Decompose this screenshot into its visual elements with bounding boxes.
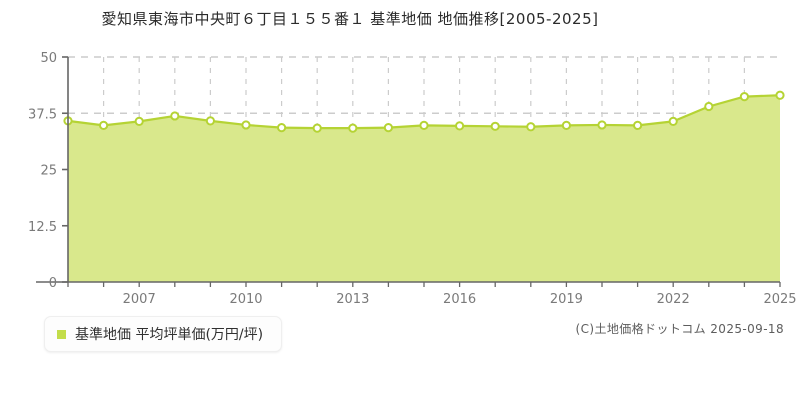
area-fill [68,95,780,282]
legend-label: 基準地価 平均坪単価(万円/坪) [75,327,264,343]
x-tick-label: 2016 [443,292,476,307]
data-point-marker [348,123,358,133]
y-tick-label: 25 [40,164,57,179]
data-point-marker [134,116,144,126]
data-point-marker [668,116,678,126]
data-point-marker [383,123,393,133]
x-tick-label: 2010 [229,292,262,307]
legend-swatch-icon [57,329,66,339]
data-point-marker [739,92,750,102]
data-point-marker [490,121,500,131]
data-point-marker [633,120,643,131]
data-point-marker [704,101,714,112]
y-tick-label: 37.5 [28,107,57,122]
x-tick-label: 2007 [123,292,156,307]
data-point-marker [99,120,109,131]
y-tick-label: 0 [49,276,57,291]
y-tick-label: 50 [40,51,57,66]
y-tick-label: 12.5 [28,220,57,235]
chart-legend: 基準地価 平均坪単価(万円/坪) [44,316,283,352]
x-tick-label: 2025 [763,292,796,307]
data-point-marker [170,111,180,121]
page-title: 愛知県東海市中央町６丁目１５５番１ 基準地価 地価推移[2005-2025] [101,10,599,28]
data-point-marker [526,122,536,132]
data-point-marker [597,120,607,130]
data-point-marker [561,120,572,131]
credit-text: (C)土地価格ドットコム 2025-09-18 [575,322,784,336]
data-point-marker [775,90,785,100]
data-point-marker [277,123,287,133]
x-tick-label: 2019 [550,292,583,307]
x-tick-label: 2022 [657,292,690,307]
data-point-marker [205,116,215,126]
data-point-marker [312,123,322,133]
data-point-marker [419,120,429,131]
data-point-marker [241,120,251,130]
data-point-marker [455,121,465,131]
x-tick-label: 2013 [336,292,369,307]
